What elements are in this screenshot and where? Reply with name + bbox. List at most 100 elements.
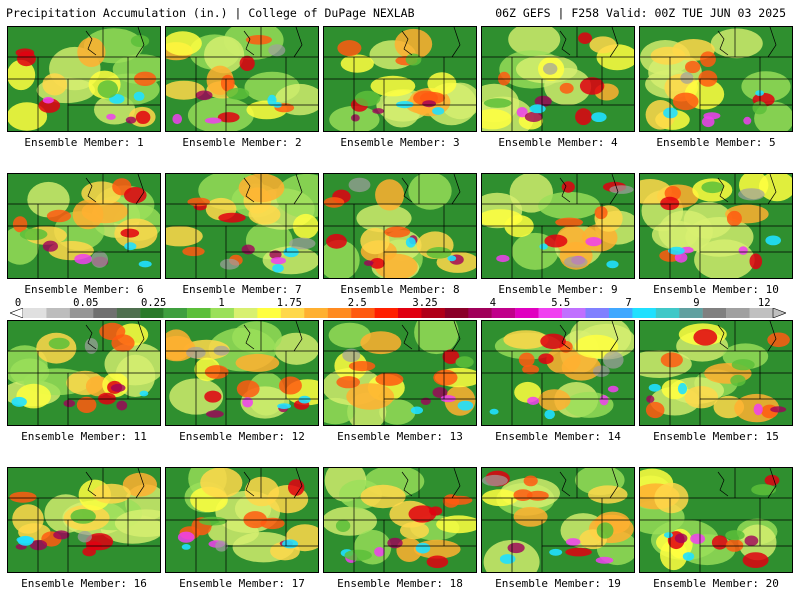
ensemble-map-panel [7,173,161,279]
precip-field-map [640,321,792,425]
ensemble-map-panel [323,467,477,573]
colorbar-swatch [444,308,469,318]
colorbar-swatch [23,308,47,318]
model-run-info: 06Z GEFS | F258 Valid: 00Z TUE JUN 03 20… [495,6,786,20]
colorbar-swatch [585,308,610,318]
ensemble-map-panel [165,320,319,426]
ensemble-member-label: Ensemble Member: 7 [182,283,302,296]
precip-field-map [640,468,792,572]
colorbar-tick-label: 9 [693,297,700,309]
ensemble-member-label: Ensemble Member: 16 [21,577,147,590]
colorbar-swatch [632,308,657,318]
ensemble-map-panel [639,26,793,132]
colorbar-swatch [163,308,188,318]
colorbar-swatch [351,308,375,318]
precip-colorbar [10,308,786,318]
colorbar-tick-label: 3.25 [412,297,438,309]
ensemble-map-panel [481,26,635,132]
precip-field-map [166,321,318,425]
ensemble-map-panel [7,467,161,573]
ensemble-member-label: Ensemble Member: 4 [498,136,618,149]
colorbar-tick-label: 0.05 [73,297,99,309]
colorbar-swatch [257,308,282,318]
colorbar-swatch [46,308,71,318]
colorbar-max-arrow [772,308,786,318]
precip-field-map [640,174,792,278]
colorbar-swatch [116,308,141,318]
colorbar-tick-label: 0.25 [141,297,167,309]
colorbar-tick-label: 5.5 [551,297,571,309]
ensemble-member-label: Ensemble Member: 9 [498,283,618,296]
precip-field-map [640,27,792,131]
ensemble-map-panel [165,467,319,573]
ensemble-member-label: Ensemble Member: 17 [179,577,305,590]
colorbar-swatch [655,308,680,318]
precip-field-map [166,468,318,572]
precip-field-map [324,321,476,425]
colorbar-swatch [327,308,352,318]
ensemble-map-panel [639,467,793,573]
colorbar-swatch [515,308,539,318]
precip-field-map [8,321,160,425]
precip-field-map [482,468,634,572]
colorbar-tick-label: 1 [218,297,225,309]
ensemble-member-label: Ensemble Member: 19 [495,577,621,590]
chart-title: Precipitation Accumulation (in.) | Colle… [6,6,415,20]
colorbar-swatch [491,308,516,318]
colorbar-swatch [374,308,399,318]
precip-field-map [324,468,476,572]
colorbar-swatch [421,308,446,318]
ensemble-member-label: Ensemble Member: 2 [182,136,302,149]
ensemble-member-label: Ensemble Member: 5 [656,136,776,149]
colorbar-swatch [702,308,727,318]
colorbar-swatch [69,308,94,318]
colorbar-swatch [280,308,305,318]
colorbar-tick-label: 4 [489,297,497,309]
precip-field-map [8,174,160,278]
colorbar-swatch [468,308,492,318]
ensemble-member-label: Ensemble Member: 3 [340,136,460,149]
ensemble-member-label: Ensemble Member: 10 [653,283,779,296]
ensemble-member-label: Ensemble Member: 6 [24,283,144,296]
ensemble-member-label: Ensemble Member: 13 [337,430,463,443]
colorbar-min-arrow [10,308,24,318]
ensemble-map-panel [323,320,477,426]
ensemble-map-panel [165,173,319,279]
ensemble-map-panel [481,320,635,426]
precip-field-map [324,174,476,278]
colorbar-swatch [187,308,211,318]
precip-field-map [8,27,160,131]
ensemble-map-panel [323,173,477,279]
ensemble-member-label: Ensemble Member: 15 [653,430,779,443]
colorbar-swatch [679,308,703,318]
ensemble-map-panel [639,320,793,426]
colorbar-swatch [93,308,117,318]
colorbar-swatch [562,308,586,318]
precip-field-map [166,27,318,131]
colorbar-swatch [398,308,422,318]
ensemble-map-panel [323,26,477,132]
ensemble-member-label: Ensemble Member: 1 [24,136,144,149]
colorbar-tick-label: 7 [625,297,632,309]
ensemble-member-label: Ensemble Member: 8 [340,283,460,296]
precip-field-map [482,174,634,278]
ensemble-member-label: Ensemble Member: 20 [653,577,779,590]
ensemble-map-panel [481,173,635,279]
colorbar-swatch [140,308,164,318]
colorbar-swatch [538,308,563,318]
ensemble-map-panel [7,26,161,132]
colorbar-swatch [749,308,774,318]
ensemble-member-label: Ensemble Member: 18 [337,577,463,590]
colorbar-tick-labels: 0 0.05 0.25 1 1.75 2.5 3.25 4 5.5 7 9 12 [14,297,771,309]
precip-field-map [8,468,160,572]
ensemble-member-label: Ensemble Member: 14 [495,430,621,443]
ensemble-map-panel [481,467,635,573]
colorbar-tick-label: 0 [14,297,22,309]
colorbar-swatch [210,308,235,318]
colorbar-tick-label: 2.5 [347,297,367,309]
precip-field-map [482,321,634,425]
colorbar-swatch [233,308,258,318]
colorbar-tick-label: 12 [757,297,771,309]
precip-field-map [166,174,318,278]
colorbar-swatch [608,308,633,318]
